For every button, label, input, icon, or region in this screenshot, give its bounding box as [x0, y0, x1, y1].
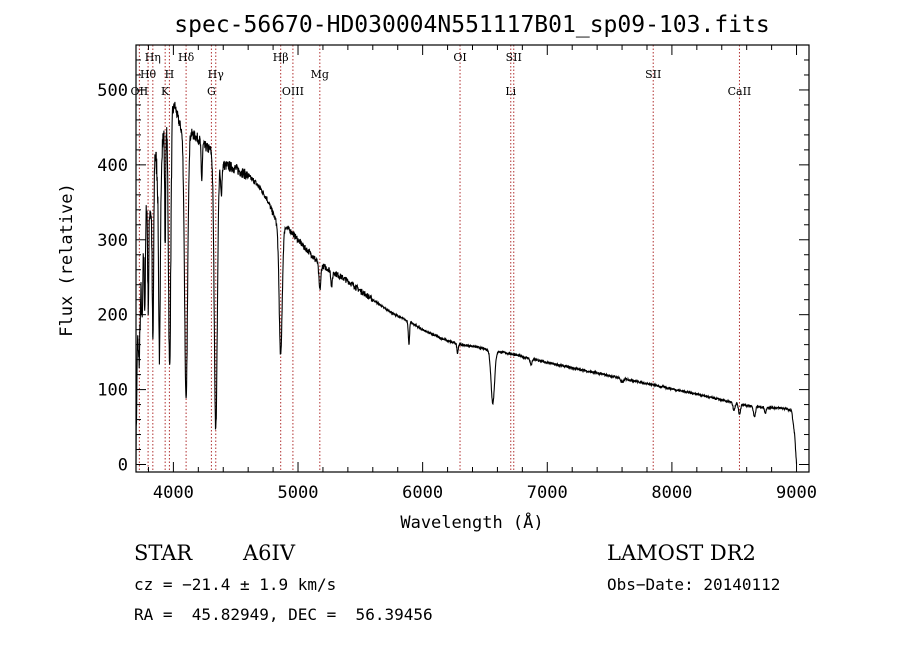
y-axis-ticks: 0 100 200 300 400 500	[97, 59, 809, 476]
line-label: H	[165, 68, 175, 81]
x-axis-label: Wavelength (Å)	[400, 511, 543, 533]
y-tick-label: 200	[97, 306, 128, 326]
y-tick-label: 500	[97, 81, 128, 101]
spectrum-line	[135, 101, 798, 465]
line-label: Hβ	[273, 51, 289, 64]
y-tick-label: 300	[97, 231, 128, 251]
x-tick-label: 5000	[278, 483, 319, 503]
line-label: Li	[505, 85, 516, 98]
plot-frame	[135, 44, 810, 473]
x-tick-label: 8000	[651, 483, 692, 503]
x-tick-label: 7000	[527, 483, 568, 503]
y-tick-label: 400	[97, 156, 128, 176]
x-axis-ticks: 4000 5000 6000 7000 8000 9000	[147, 45, 817, 503]
y-tick-label: 100	[97, 381, 128, 401]
line-labels: Hη Hθ OII HK Hδ Hγ G Hβ OIII Mg OI SII Li SII CaII	[131, 51, 752, 98]
line-label: OII	[131, 85, 149, 98]
chart-title: spec-56670-HD030004N551117B01_sp09-103.f…	[174, 12, 769, 38]
line-label: Hδ	[178, 51, 195, 64]
obs-date: Obs−Date: 20140112	[607, 575, 780, 594]
redshift-cz: cz = −21.4 ± 1.9 km/s	[134, 575, 336, 594]
object-subclass: A6IV	[242, 541, 296, 565]
line-label: OIII	[282, 85, 304, 98]
y-tick-label: 0	[118, 456, 128, 476]
object-type: STAR	[134, 541, 193, 565]
line-label: Mg	[311, 68, 329, 81]
x-tick-label: 9000	[776, 483, 817, 503]
line-label: Hγ	[208, 68, 225, 81]
y-axis-label: Flux (relative)	[57, 183, 77, 337]
line-label: K	[161, 85, 170, 98]
line-label: SII	[506, 51, 522, 64]
x-tick-label: 6000	[402, 483, 443, 503]
line-label: G	[207, 85, 216, 98]
coordinates: RA = 45.82949, DEC = 56.39456	[134, 605, 433, 624]
line-label: OI	[453, 51, 466, 64]
survey-name: LAMOST DR2	[607, 541, 756, 565]
line-markers	[138, 45, 740, 472]
line-label: Hθ	[140, 68, 157, 81]
line-label: SII	[645, 68, 661, 81]
line-label: CaII	[728, 85, 752, 98]
line-label: Hη	[145, 51, 161, 64]
x-tick-label: 4000	[153, 483, 194, 503]
